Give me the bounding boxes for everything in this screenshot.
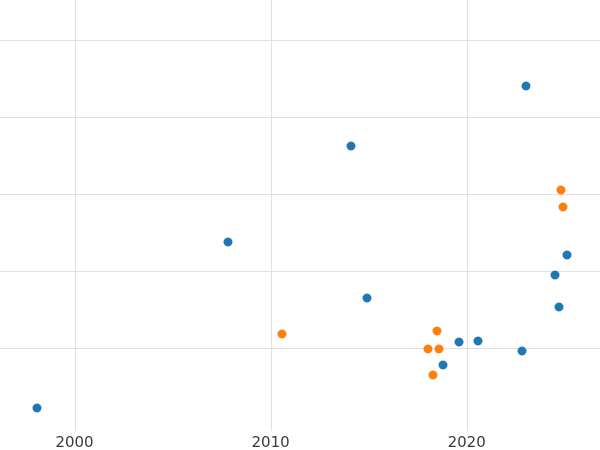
data-point-orange [556, 185, 566, 195]
data-point-orange [432, 326, 442, 336]
y-gridline [0, 117, 600, 119]
data-point-blue [521, 81, 530, 91]
data-point-orange [428, 370, 438, 380]
x-gridline [466, 0, 468, 431]
data-point-orange [434, 344, 444, 354]
x-gridline [270, 0, 272, 431]
y-gridline [0, 40, 600, 42]
y-gridline [0, 271, 600, 273]
data-point-orange [423, 344, 432, 354]
y-gridline [0, 194, 600, 196]
data-point-blue [362, 293, 372, 303]
data-point-blue [554, 302, 564, 312]
data-point-orange [277, 329, 287, 339]
data-point-blue [346, 141, 356, 151]
y-gridline [0, 348, 600, 350]
data-point-blue [517, 346, 527, 356]
x-tick-label: 2000 [55, 433, 94, 450]
data-point-blue [550, 270, 560, 280]
x-gridline [74, 0, 76, 431]
data-point-orange [558, 202, 568, 211]
x-tick-label: 2020 [447, 433, 486, 450]
data-point-blue [562, 250, 572, 260]
data-point-blue [438, 360, 448, 369]
data-point-blue [473, 336, 483, 346]
data-point-blue [32, 403, 42, 413]
data-point-blue [454, 337, 464, 347]
x-tick-label: 2010 [251, 433, 290, 450]
data-point-blue [223, 237, 232, 247]
